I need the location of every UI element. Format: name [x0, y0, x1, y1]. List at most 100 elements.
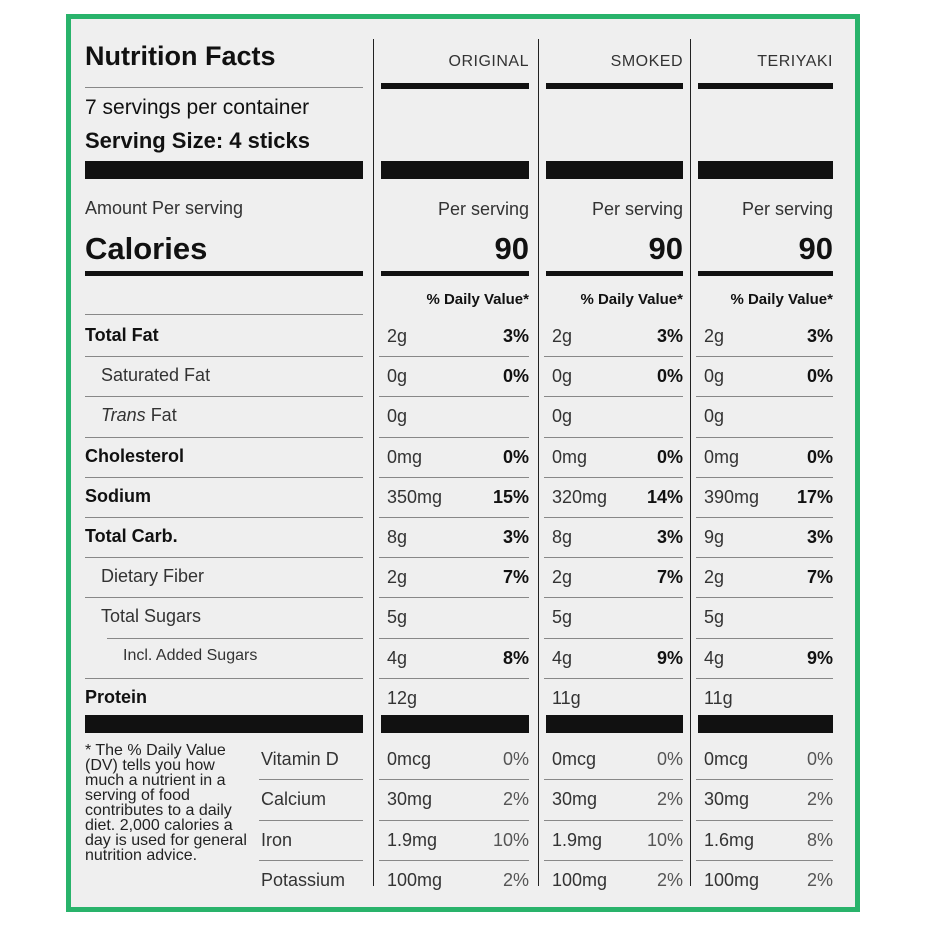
divider	[379, 677, 529, 679]
divider	[696, 859, 833, 861]
per-serving-label: Per serving	[437, 199, 529, 219]
nutrient-daily-value: 0%	[502, 366, 529, 387]
nutrient-amount: 8g	[552, 527, 573, 547]
column-separator	[690, 39, 691, 886]
divider	[379, 557, 529, 559]
thick-bar	[546, 161, 683, 179]
nutrient-label-italic: Trans	[101, 405, 146, 426]
nutrient-label: Sodium	[85, 485, 151, 506]
thin-bar	[546, 83, 683, 89]
nutrient-amount: 2g	[387, 567, 408, 588]
nutrient-amount: 0g	[387, 366, 408, 387]
vitamin-label: Vitamin D	[261, 749, 339, 769]
medium-bar	[85, 271, 363, 276]
divider	[544, 859, 683, 861]
divider	[544, 819, 683, 821]
nutrient-amount: 2g	[552, 326, 573, 346]
divider	[259, 779, 363, 781]
divider	[696, 779, 833, 781]
nutrient-label: Trans Fat	[101, 405, 177, 426]
nutrient-amount: 350mg	[387, 486, 443, 507]
vitamin-daily-value: 0%	[806, 749, 833, 769]
nutrient-amount: 0g	[552, 366, 573, 387]
nutrient-amount: 11g	[552, 687, 581, 708]
nutrient-amount: 0g	[704, 366, 725, 387]
nutrient-amount: 5g	[552, 607, 573, 628]
thick-bar	[85, 715, 363, 733]
nutrient-daily-value: 0%	[806, 366, 833, 387]
column-name: ORIGINAL	[448, 53, 529, 70]
divider	[85, 314, 363, 315]
nutrient-label-text: Fat	[145, 405, 177, 426]
divider	[85, 476, 363, 478]
vitamin-amount: 1.9mg	[552, 829, 603, 850]
vitamin-daily-value: 2%	[656, 789, 683, 810]
calories-value: 90	[494, 231, 529, 266]
nutrient-daily-value: 0%	[502, 446, 529, 467]
nutrient-amount: 12g	[387, 687, 418, 708]
column-name: SMOKED	[610, 53, 683, 70]
nutrition-facts-panel: Nutrition Facts 7 servings per container…	[66, 14, 860, 912]
nutrient-amount: 4g	[387, 647, 408, 668]
vitamin-amount: 100mg	[704, 869, 760, 890]
servings-per-container: 7 servings per container	[85, 96, 310, 119]
divider	[379, 597, 529, 599]
nutrient-label: Total Carb.	[85, 526, 178, 546]
divider	[544, 677, 683, 679]
vitamin-daily-value: 2%	[502, 789, 529, 810]
thin-bar	[698, 83, 833, 89]
divider	[544, 637, 683, 639]
divider	[85, 436, 363, 438]
calories-label: Calories	[85, 231, 208, 266]
vitamin-daily-value: 0%	[502, 749, 529, 769]
vitamin-amount: 0mcg	[552, 749, 597, 769]
divider	[259, 859, 363, 861]
divider	[379, 859, 529, 861]
divider	[379, 819, 529, 821]
nutrient-amount: 2g	[704, 326, 725, 346]
divider	[85, 597, 363, 599]
vitamin-amount: 30mg	[704, 789, 750, 810]
divider	[544, 356, 683, 358]
vitamin-daily-value: 10%	[492, 829, 529, 850]
vitamin-daily-value: 8%	[806, 829, 833, 850]
thick-bar	[381, 715, 529, 733]
nutrient-label: Total Fat	[85, 325, 159, 345]
divider	[696, 819, 833, 821]
nutrient-label: Dietary Fiber	[101, 566, 205, 587]
nutrient-daily-value: 3%	[806, 527, 833, 547]
divider	[85, 87, 363, 88]
divider	[85, 396, 363, 398]
vitamin-daily-value: 2%	[656, 869, 683, 890]
divider	[696, 356, 833, 358]
nutrition-facts-title: Nutrition Facts	[85, 41, 276, 71]
nutrient-amount: 320mg	[552, 486, 608, 507]
daily-value-footnote: * The % Daily Value (DV) tells you how m…	[85, 742, 247, 864]
divider	[696, 637, 833, 639]
divider	[696, 517, 833, 518]
divider	[544, 476, 683, 478]
nutrient-daily-value: 0%	[656, 446, 683, 467]
nutrient-amount: 0mg	[704, 446, 740, 467]
nutrient-daily-value: 0%	[656, 366, 683, 387]
divider	[379, 356, 529, 358]
nutrient-daily-value: 14%	[646, 486, 683, 507]
vitamin-daily-value: 2%	[502, 869, 529, 890]
nutrient-daily-value: 15%	[492, 486, 529, 507]
nutrient-daily-value: 3%	[656, 527, 683, 547]
vitamin-amount: 1.9mg	[387, 829, 438, 850]
nutrient-daily-value: 9%	[806, 647, 833, 668]
nutrient-amount: 0g	[552, 406, 573, 427]
vitamin-amount: 100mg	[552, 869, 608, 890]
nutrient-daily-value: 3%	[502, 326, 529, 346]
divider	[696, 677, 833, 679]
vitamin-daily-value: 2%	[806, 869, 833, 890]
nutrient-label: Saturated Fat	[101, 365, 211, 386]
nutrient-daily-value: 7%	[806, 567, 833, 588]
nutrient-amount: 4g	[704, 647, 725, 668]
divider	[696, 557, 833, 559]
serving-size: Serving Size: 4 sticks	[85, 128, 310, 153]
nutrient-label: Incl. Added Sugars	[123, 646, 258, 664]
nutrient-daily-value: 3%	[656, 326, 683, 346]
divider	[379, 779, 529, 781]
